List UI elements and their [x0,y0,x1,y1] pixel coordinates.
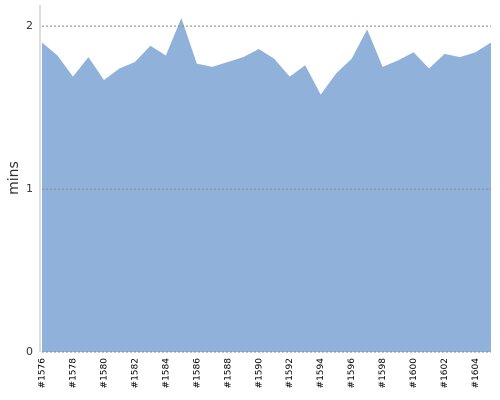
x-tick-label: #1580 [99,358,109,389]
x-tick-label: #1592 [285,358,295,388]
x-tick-label: #1582 [130,358,140,388]
x-tick-label: #1584 [161,358,171,389]
x-tick-label: #1604 [471,358,481,389]
area [42,18,491,352]
x-tick-label: #1600 [409,358,419,389]
x-tick-label: #1598 [378,358,388,389]
x-tick-label: #1586 [192,358,202,389]
y-tick-label: 1 [26,182,33,195]
y-tick-label: 2 [26,19,33,32]
y-axis-label: mins [6,161,22,195]
x-tick-label: #1588 [223,358,233,389]
x-tick-label: #1596 [347,358,357,389]
x-tick-label: #1578 [68,358,78,389]
x-tick-label: #1594 [316,358,326,389]
x-tick-label: #1576 [38,358,48,389]
x-tick-label: #1602 [440,358,450,388]
x-tick-label: #1590 [254,358,264,389]
y-tick-label: 0 [26,345,33,358]
